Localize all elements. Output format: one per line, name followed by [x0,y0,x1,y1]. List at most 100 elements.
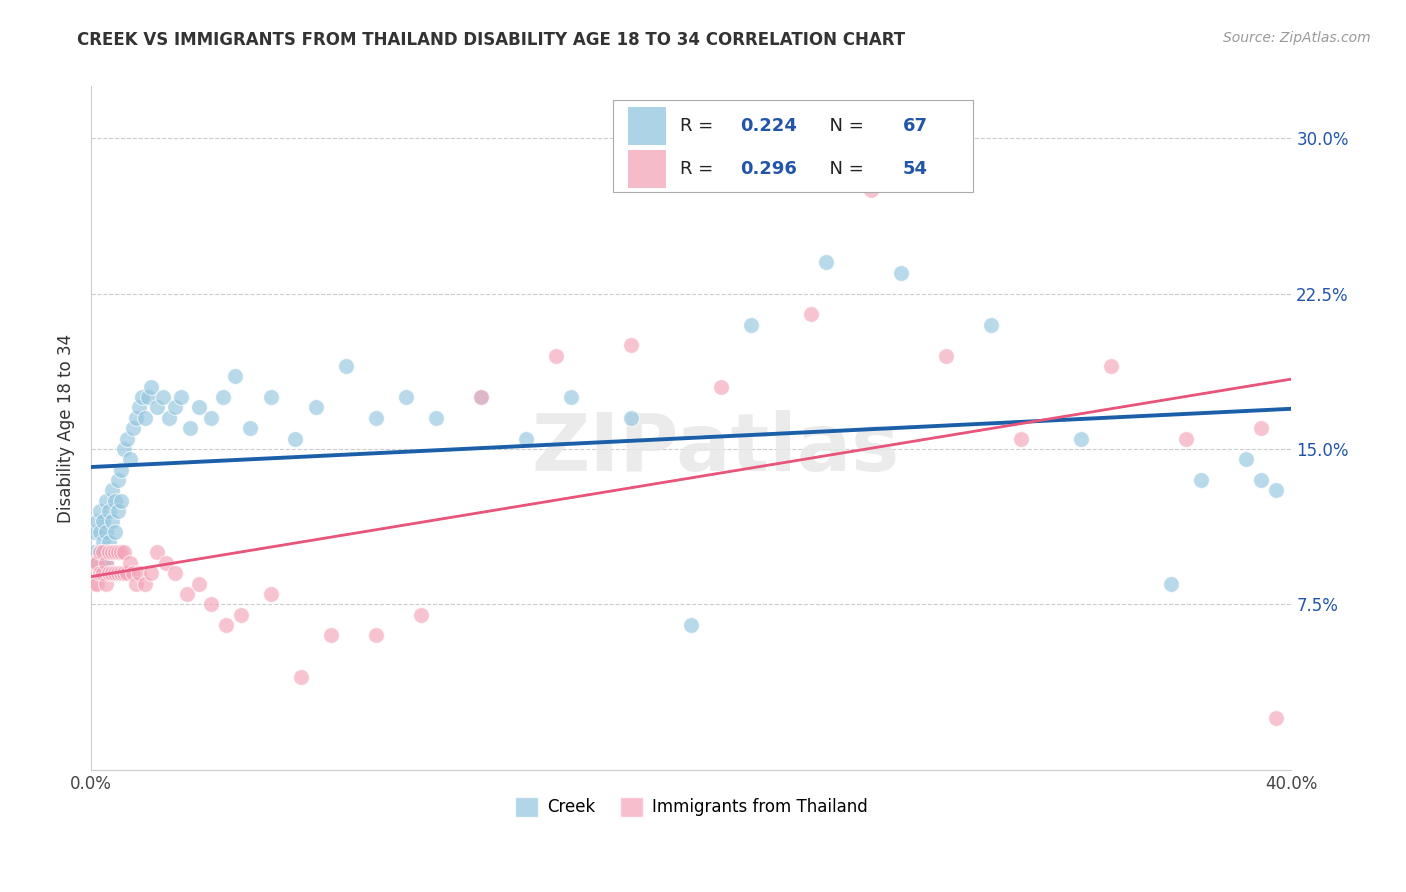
Point [176,587,198,601]
Point [96,556,118,570]
Point [98,504,121,518]
Point [980,318,1002,332]
Point [125,410,148,425]
FancyBboxPatch shape [613,100,973,193]
Text: 54: 54 [903,161,928,178]
Point [890,266,912,280]
Point [104,566,127,581]
Bar [627,151,666,188]
Point [110,493,132,508]
Point [1189,473,1212,487]
Point [1250,421,1272,435]
Point [1010,432,1032,446]
Point [165,566,187,581]
Point [560,390,582,404]
Point [146,545,169,559]
Point [120,556,142,570]
Point [1070,432,1092,446]
Point [260,587,283,601]
Point [101,545,124,559]
Point [128,566,150,581]
Point [136,390,159,404]
Point [86,515,108,529]
Point [800,307,823,321]
Point [122,421,145,435]
Point [83,545,105,559]
Point [1175,432,1198,446]
Point [710,380,733,394]
Point [83,524,105,539]
Point [305,401,328,415]
Text: CREEK VS IMMIGRANTS FROM THAILAND DISABILITY AGE 18 TO 34 CORRELATION CHART: CREEK VS IMMIGRANTS FROM THAILAND DISABI… [77,31,905,49]
Point [89,545,111,559]
Point [470,390,492,404]
Point [101,483,124,498]
Point [96,576,118,591]
Point [470,390,492,404]
Point [935,349,957,363]
Point [131,390,153,404]
Point [115,566,138,581]
Point [104,524,127,539]
Point [91,566,114,581]
Point [134,410,156,425]
Point [107,566,129,581]
Point [83,576,105,591]
Point [515,432,537,446]
Point [112,545,135,559]
Point [115,432,138,446]
Point [224,369,246,384]
Point [1160,576,1182,591]
Point [1234,452,1257,467]
Point [141,566,163,581]
Point [91,535,114,549]
Point [200,597,222,611]
Point [170,390,193,404]
Text: 67: 67 [903,117,928,135]
Point [740,318,762,332]
Point [91,556,114,570]
Point [83,556,105,570]
Point [620,410,643,425]
Point [120,452,142,467]
Text: R =: R = [681,117,720,135]
Point [101,545,124,559]
Point [98,545,121,559]
Point [107,473,129,487]
Text: 0.224: 0.224 [741,117,797,135]
Point [335,359,357,373]
Point [122,566,145,581]
Point [146,401,169,415]
Point [231,607,253,622]
Point [86,576,108,591]
Point [96,556,118,570]
Point [110,462,132,476]
Point [107,504,129,518]
Point [284,432,307,446]
Point [366,628,388,642]
Point [89,566,111,581]
Point [1099,359,1122,373]
Point [290,670,312,684]
Point [165,401,187,415]
Text: N =: N = [818,117,870,135]
Text: Source: ZipAtlas.com: Source: ZipAtlas.com [1223,31,1371,45]
Bar [627,107,666,145]
Point [395,390,418,404]
Text: N =: N = [818,161,870,178]
Legend: Creek, Immigrants from Thailand: Creek, Immigrants from Thailand [509,790,875,823]
Point [91,515,114,529]
Point [134,576,156,591]
Point [546,349,568,363]
Point [89,524,111,539]
Point [110,566,132,581]
Point [89,504,111,518]
Point [215,618,238,632]
Point [155,556,177,570]
Point [1265,711,1288,725]
Point [188,576,211,591]
Text: 0.296: 0.296 [741,161,797,178]
Point [104,545,127,559]
Point [200,410,222,425]
Point [425,410,447,425]
